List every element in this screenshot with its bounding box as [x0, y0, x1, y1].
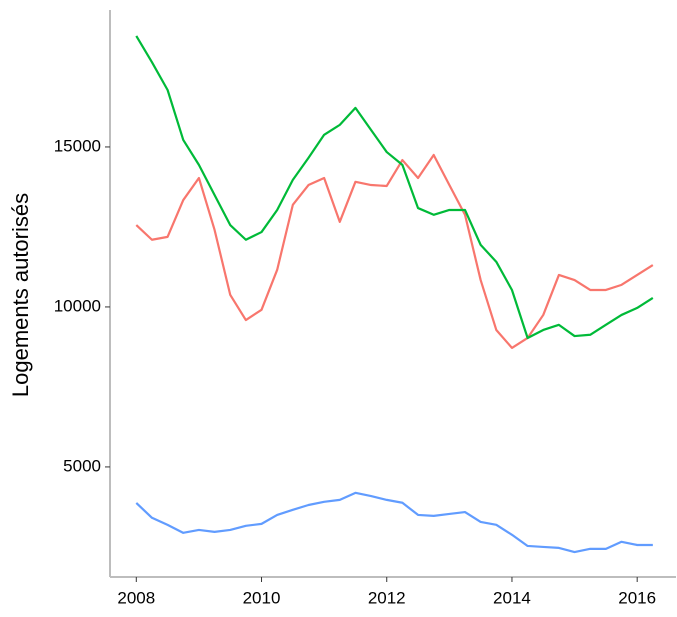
line-series — [135, 153, 654, 349]
x-tick-label: 2010 — [243, 588, 281, 607]
x-tick-label: 2016 — [618, 588, 656, 607]
y-tick-label: 15000 — [54, 136, 101, 155]
x-tick-label: 2014 — [493, 588, 531, 607]
line-series — [135, 35, 654, 340]
line-series — [135, 491, 653, 554]
x-tick-label: 2012 — [368, 588, 406, 607]
y-tick-label: 5000 — [63, 456, 101, 475]
x-tick-label: 2008 — [117, 588, 155, 607]
y-tick-label: 10000 — [54, 296, 101, 315]
y-axis-label: Logements autorisés — [8, 193, 33, 397]
